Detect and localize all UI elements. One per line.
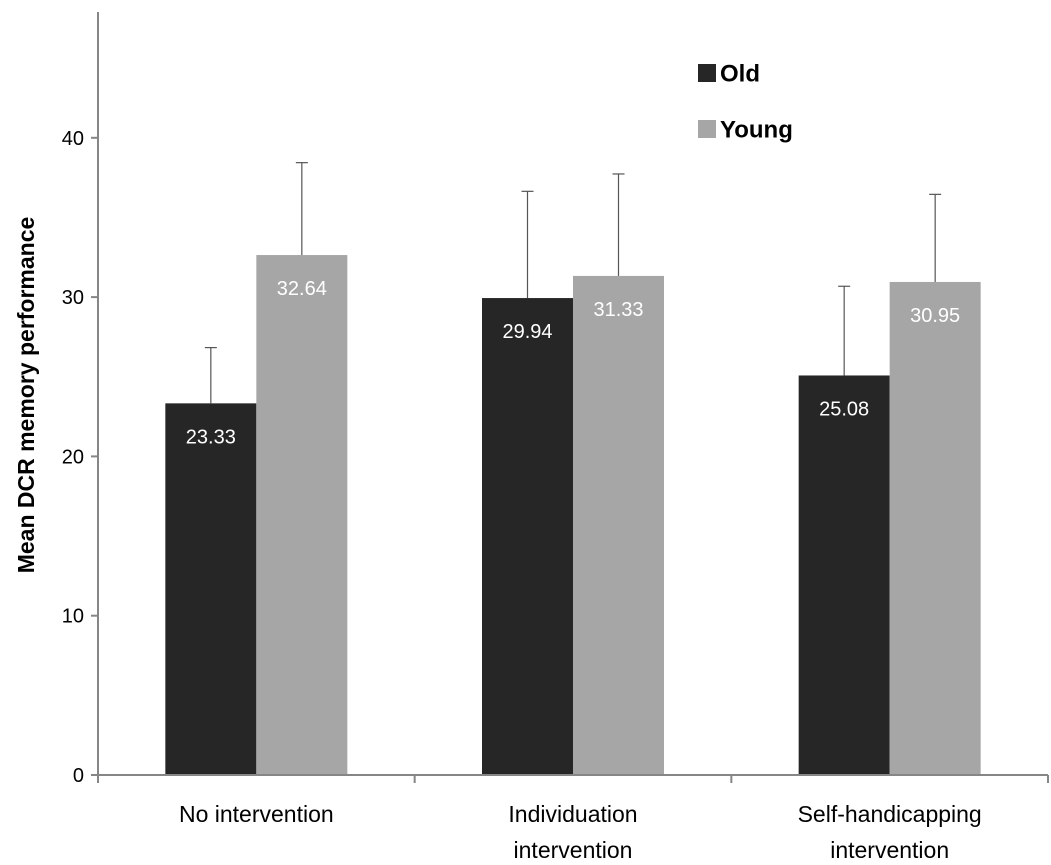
y-axis: 0 10 20 30 40 (62, 12, 99, 787)
data-label: 25.08 (819, 398, 869, 420)
y-tick-label: 30 (62, 287, 84, 309)
x-category-label: Self-handicapping intervention (798, 801, 982, 863)
bars (165, 255, 981, 775)
y-tick-label: 40 (62, 128, 84, 150)
data-label: 29.94 (502, 321, 552, 343)
legend-swatch-young (698, 120, 716, 138)
y-tick-label: 10 (62, 606, 84, 628)
data-label: 23.33 (186, 426, 236, 448)
legend-label-young: Young (720, 117, 793, 144)
data-labels: 23.33 29.94 25.08 32.64 31.33 30.95 (186, 278, 960, 448)
data-label: 32.64 (277, 278, 327, 300)
x-category-label: No intervention (179, 801, 334, 827)
x-category-label: Individuation intervention (508, 801, 637, 863)
legend-label-old: Old (720, 61, 760, 88)
bar-old-1 (482, 298, 573, 775)
y-tick-label: 20 (62, 446, 84, 468)
y-axis-label: Mean DCR memory performance (13, 217, 39, 574)
data-label: 30.95 (910, 305, 960, 327)
bar-young-1 (573, 275, 664, 775)
y-tick-label: 0 (73, 765, 84, 787)
data-label: 31.33 (593, 299, 643, 321)
legend-swatch-old (698, 64, 716, 82)
legend: Old Young (698, 61, 793, 144)
bar-old-0 (165, 403, 257, 775)
bar-young-2 (889, 281, 981, 775)
bar-young-0 (256, 255, 348, 775)
bar-old-2 (798, 375, 890, 775)
error-bars (204, 162, 942, 404)
x-axis: No intervention Individuation intervention… (97, 774, 1049, 863)
